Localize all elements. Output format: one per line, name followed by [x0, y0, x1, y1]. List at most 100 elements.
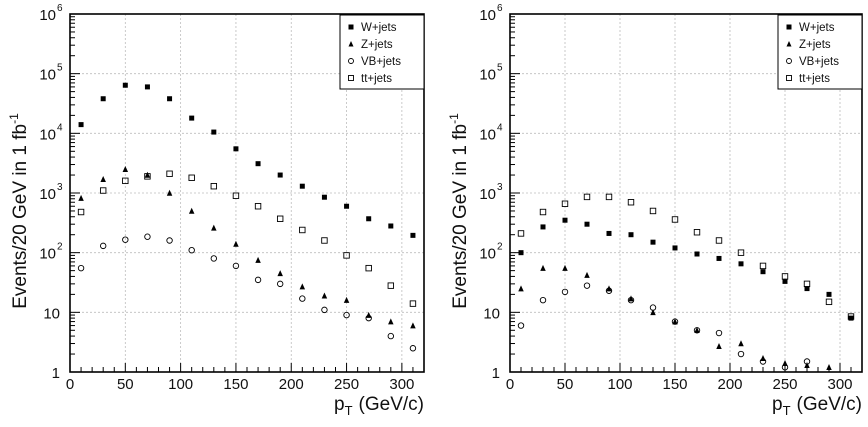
- legend-marker: [786, 75, 792, 81]
- data-point: [759, 262, 767, 270]
- data-point: [517, 322, 525, 329]
- data-point: [365, 311, 372, 318]
- data-point: [671, 216, 679, 223]
- y-tick-label: 10: [39, 67, 56, 84]
- data-point: [627, 296, 635, 304]
- data-point: [99, 187, 107, 194]
- data-point: [122, 177, 129, 185]
- data-point: [344, 203, 350, 209]
- data-point: [299, 283, 306, 290]
- grid: [70, 14, 424, 372]
- legend-box: [777, 14, 863, 90]
- data-point: [539, 208, 547, 216]
- x-tick-label: 50: [557, 376, 574, 393]
- data-point: [299, 295, 306, 302]
- y-tick-label: 1: [492, 365, 500, 382]
- data-point: [628, 232, 634, 238]
- y-tick-exponent: 6: [497, 3, 503, 14]
- data-point: [144, 84, 150, 90]
- data-point: [782, 278, 788, 284]
- data-point: [826, 364, 832, 371]
- data-point: [232, 192, 240, 199]
- data-point: [388, 223, 394, 229]
- data-point: [276, 280, 284, 288]
- data-point: [826, 291, 832, 297]
- data-point: [605, 287, 613, 294]
- data-point: [122, 82, 128, 88]
- data-point: [561, 288, 569, 296]
- data-point: [122, 166, 129, 173]
- data-point: [100, 175, 106, 182]
- y-tick-label: 10: [39, 246, 56, 263]
- data-point: [693, 229, 701, 236]
- x-tick-label: 250: [334, 376, 359, 393]
- y-tick-label: 10: [479, 7, 496, 24]
- data-point: [343, 296, 350, 303]
- data-point: [539, 296, 547, 304]
- data-point: [78, 122, 84, 128]
- data-point: [254, 203, 262, 210]
- series-W+jets: [78, 82, 416, 238]
- data-point: [255, 256, 261, 263]
- data-point: [518, 285, 524, 292]
- legend: W+jets Z+jets VB+jets tt+jets: [339, 14, 425, 90]
- data-point: [583, 282, 591, 289]
- data-point: [188, 207, 195, 214]
- data-point: [517, 230, 525, 237]
- legend-label: VB+jets: [361, 56, 401, 68]
- data-point: [671, 318, 679, 325]
- y-tick-exponent: 5: [497, 63, 503, 74]
- data-point: [803, 280, 811, 288]
- x-tick-label: 0: [506, 376, 514, 393]
- data-point: [649, 304, 657, 311]
- data-point: [606, 230, 612, 236]
- data-point: [693, 327, 701, 334]
- data-point: [804, 361, 810, 368]
- legend-label: VB+jets: [799, 56, 839, 68]
- data-point: [365, 264, 372, 272]
- data-point: [188, 174, 195, 181]
- y-tick-label: 10: [479, 246, 496, 263]
- legend-marker: [348, 75, 354, 81]
- data-point: [804, 286, 810, 292]
- y-tick-label: 10: [483, 305, 500, 322]
- data-point: [254, 276, 262, 284]
- x-axis-label: pT (GeV/c): [772, 394, 862, 418]
- y-tick-label: 10: [43, 305, 60, 322]
- data-point: [605, 193, 613, 201]
- data-point: [100, 96, 106, 102]
- legend-marker: [786, 24, 792, 30]
- data-point: [583, 193, 591, 201]
- y-tick-exponent: 4: [57, 122, 63, 133]
- data-point: [210, 255, 218, 262]
- data-point: [122, 236, 129, 243]
- data-point: [650, 309, 656, 316]
- legend-marker: [348, 58, 354, 64]
- data-point: [299, 183, 305, 189]
- x-tick-label: 150: [223, 376, 248, 393]
- data-point: [715, 237, 723, 244]
- x-tick-label: 200: [279, 376, 304, 393]
- data-point: [388, 318, 394, 325]
- data-point: [77, 208, 85, 216]
- x-tick-label: 250: [772, 376, 797, 393]
- series-W+jets: [518, 217, 854, 321]
- data-point: [715, 329, 723, 337]
- data-point: [738, 261, 744, 267]
- series-VB+jets: [517, 282, 811, 371]
- y-tick-label: 10: [39, 126, 56, 143]
- data-point: [781, 364, 789, 371]
- data-point: [540, 224, 546, 230]
- y-axis-label: Events/20 GeV in 1 fb-1: [7, 113, 31, 309]
- data-point: [737, 350, 745, 358]
- data-point: [781, 273, 789, 280]
- data-point: [410, 322, 416, 329]
- legend-marker: [348, 41, 354, 47]
- data-point: [760, 269, 766, 275]
- y-tick-label: 10: [479, 67, 496, 84]
- data-point: [410, 232, 416, 238]
- data-point: [848, 315, 854, 321]
- y-tick-label: 1: [52, 365, 60, 382]
- data-point: [409, 300, 417, 307]
